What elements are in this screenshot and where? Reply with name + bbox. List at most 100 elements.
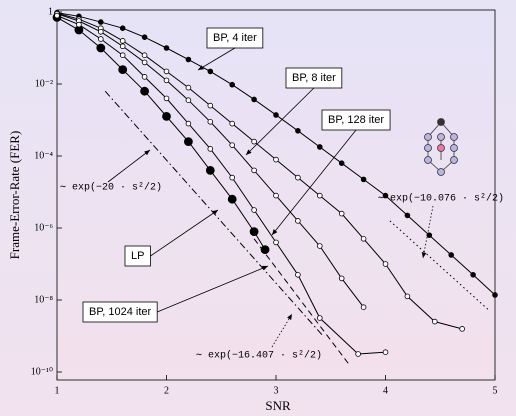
- point: [273, 112, 279, 118]
- point: [295, 174, 301, 181]
- series-label: ∼ exp(−20 · s²/2): [60, 182, 162, 194]
- series-label: ∼ exp(−10.076 · s²/2): [378, 193, 504, 205]
- label-arrow: [271, 129, 357, 236]
- point: [119, 25, 126, 31]
- point: [273, 156, 279, 163]
- point: [183, 137, 193, 147]
- point: [404, 293, 411, 300]
- point: [207, 146, 214, 152]
- point: [431, 318, 438, 325]
- y-tick-label: 10⁻²: [35, 78, 53, 89]
- point: [316, 243, 323, 249]
- point: [185, 84, 192, 91]
- series-label: LP: [131, 250, 144, 262]
- point: [251, 167, 257, 174]
- series-label: BP, 4 iter: [213, 32, 257, 44]
- label-arrow: [197, 47, 236, 71]
- label-arrow: [107, 149, 151, 183]
- label-arrow: [157, 265, 269, 313]
- point: [163, 68, 170, 75]
- point: [273, 239, 279, 246]
- y-tick-label: 10⁻¹⁰: [31, 366, 53, 377]
- label-arrow: [245, 87, 315, 156]
- point: [273, 192, 279, 199]
- point: [227, 194, 237, 204]
- point: [98, 19, 104, 25]
- point: [316, 315, 323, 321]
- point: [448, 252, 455, 258]
- point: [163, 77, 170, 84]
- point: [355, 351, 361, 357]
- point: [426, 232, 433, 238]
- point: [260, 245, 270, 255]
- point: [316, 192, 323, 199]
- series-line: [253, 238, 350, 366]
- x-tick-label: 5: [493, 385, 498, 396]
- series-label: ∼ exp(−16.407 · s²/2): [196, 350, 322, 362]
- point: [492, 292, 498, 298]
- point: [185, 56, 192, 63]
- point: [119, 52, 126, 58]
- point: [207, 119, 214, 125]
- y-axis-label: Frame-Error-Rate (FER): [7, 131, 22, 260]
- point: [251, 96, 257, 103]
- x-axis-label: SNR: [265, 398, 291, 413]
- point: [76, 21, 82, 28]
- point: [141, 52, 148, 58]
- point: [295, 272, 301, 278]
- point: [229, 142, 236, 148]
- point: [205, 166, 215, 175]
- point: [163, 45, 170, 51]
- point: [118, 65, 128, 75]
- point: [119, 43, 126, 50]
- point: [98, 36, 104, 42]
- point: [338, 160, 345, 166]
- point: [185, 120, 192, 127]
- point: [229, 81, 236, 88]
- point: [338, 275, 345, 282]
- point: [185, 97, 192, 103]
- label-arrow: [271, 313, 293, 348]
- point: [338, 210, 345, 217]
- point: [229, 120, 236, 127]
- point: [295, 128, 301, 134]
- graph-icon: [424, 118, 458, 176]
- point: [360, 236, 367, 242]
- point: [163, 95, 170, 102]
- point: [140, 86, 150, 96]
- y-tick-label: 10⁻⁸: [34, 294, 53, 305]
- point: [207, 68, 214, 75]
- point: [360, 304, 367, 310]
- x-tick-label: 2: [164, 385, 169, 396]
- point: [470, 272, 476, 278]
- x-tick-label: 4: [383, 385, 388, 396]
- point: [382, 192, 389, 199]
- point: [404, 212, 411, 219]
- point: [251, 138, 257, 145]
- label-arrow: [150, 209, 219, 257]
- y-tick-label: 1: [48, 6, 53, 17]
- x-tick-label: 1: [55, 385, 60, 396]
- point: [141, 74, 148, 80]
- point: [141, 59, 148, 66]
- point: [251, 207, 257, 213]
- point: [54, 12, 60, 19]
- point: [382, 261, 389, 267]
- point: [382, 349, 389, 355]
- point: [295, 218, 301, 224]
- series-label: BP, 1024 iter: [89, 306, 152, 318]
- y-tick-label: 10⁻⁴: [34, 150, 53, 161]
- point: [316, 144, 323, 150]
- point: [162, 111, 171, 121]
- point: [229, 174, 236, 181]
- point: [98, 28, 104, 35]
- y-tick-label: 10⁻⁶: [34, 222, 53, 233]
- point: [119, 38, 126, 44]
- point: [360, 176, 367, 183]
- point: [96, 43, 106, 53]
- series-label: BP, 128 iter: [328, 114, 384, 126]
- x-tick-label: 3: [274, 385, 279, 396]
- point: [141, 34, 148, 40]
